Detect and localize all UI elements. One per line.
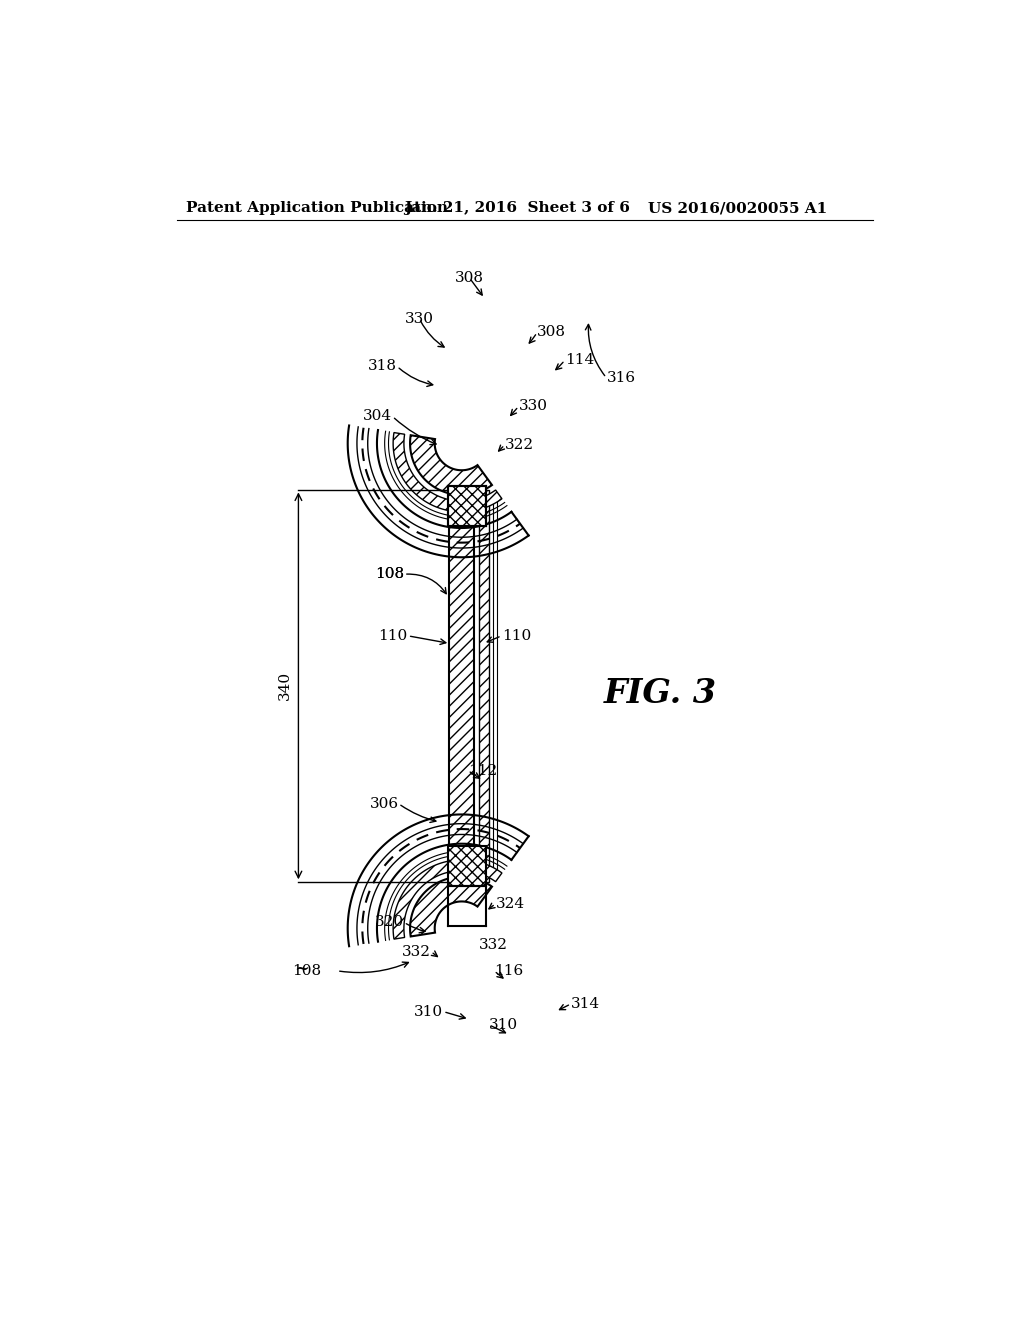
Text: 110: 110	[502, 628, 531, 643]
Text: 108: 108	[375, 568, 403, 581]
Text: 318: 318	[368, 359, 397, 374]
Text: 316: 316	[606, 371, 636, 385]
Text: 110: 110	[379, 628, 408, 643]
Text: 112: 112	[468, 763, 497, 777]
Bar	[450, 490, 474, 882]
Polygon shape	[393, 859, 502, 939]
Text: 308: 308	[455, 271, 484, 285]
Text: 310: 310	[414, 1005, 443, 1019]
Text: 108: 108	[375, 568, 403, 581]
Bar	[447, 846, 486, 886]
Text: 340: 340	[279, 672, 292, 701]
Text: 322: 322	[505, 438, 534, 451]
Text: 332: 332	[401, 945, 431, 958]
Polygon shape	[393, 433, 502, 512]
Text: US 2016/0020055 A1: US 2016/0020055 A1	[648, 202, 827, 215]
Text: 324: 324	[496, 896, 524, 911]
Polygon shape	[410, 436, 492, 495]
Text: 330: 330	[518, 400, 548, 413]
Text: 114: 114	[565, 354, 594, 367]
Text: ~: ~	[294, 960, 309, 977]
Polygon shape	[410, 876, 492, 936]
Text: 306: 306	[370, 797, 398, 810]
Text: 320: 320	[375, 915, 403, 929]
Bar	[447, 486, 486, 525]
Text: 116: 116	[494, 964, 523, 978]
Text: Patent Application Publication: Patent Application Publication	[186, 202, 449, 215]
Text: FIG. 3: FIG. 3	[604, 677, 717, 710]
Text: 308: 308	[538, 326, 566, 339]
Text: 108: 108	[293, 964, 322, 978]
Text: 314: 314	[571, 997, 600, 1011]
Text: 310: 310	[488, 1018, 518, 1032]
Text: Jan. 21, 2016  Sheet 3 of 6: Jan. 21, 2016 Sheet 3 of 6	[403, 202, 630, 215]
Text: 330: 330	[404, 312, 434, 326]
Text: 304: 304	[364, 409, 392, 424]
Bar	[478, 490, 489, 882]
Text: 332: 332	[478, 939, 508, 952]
